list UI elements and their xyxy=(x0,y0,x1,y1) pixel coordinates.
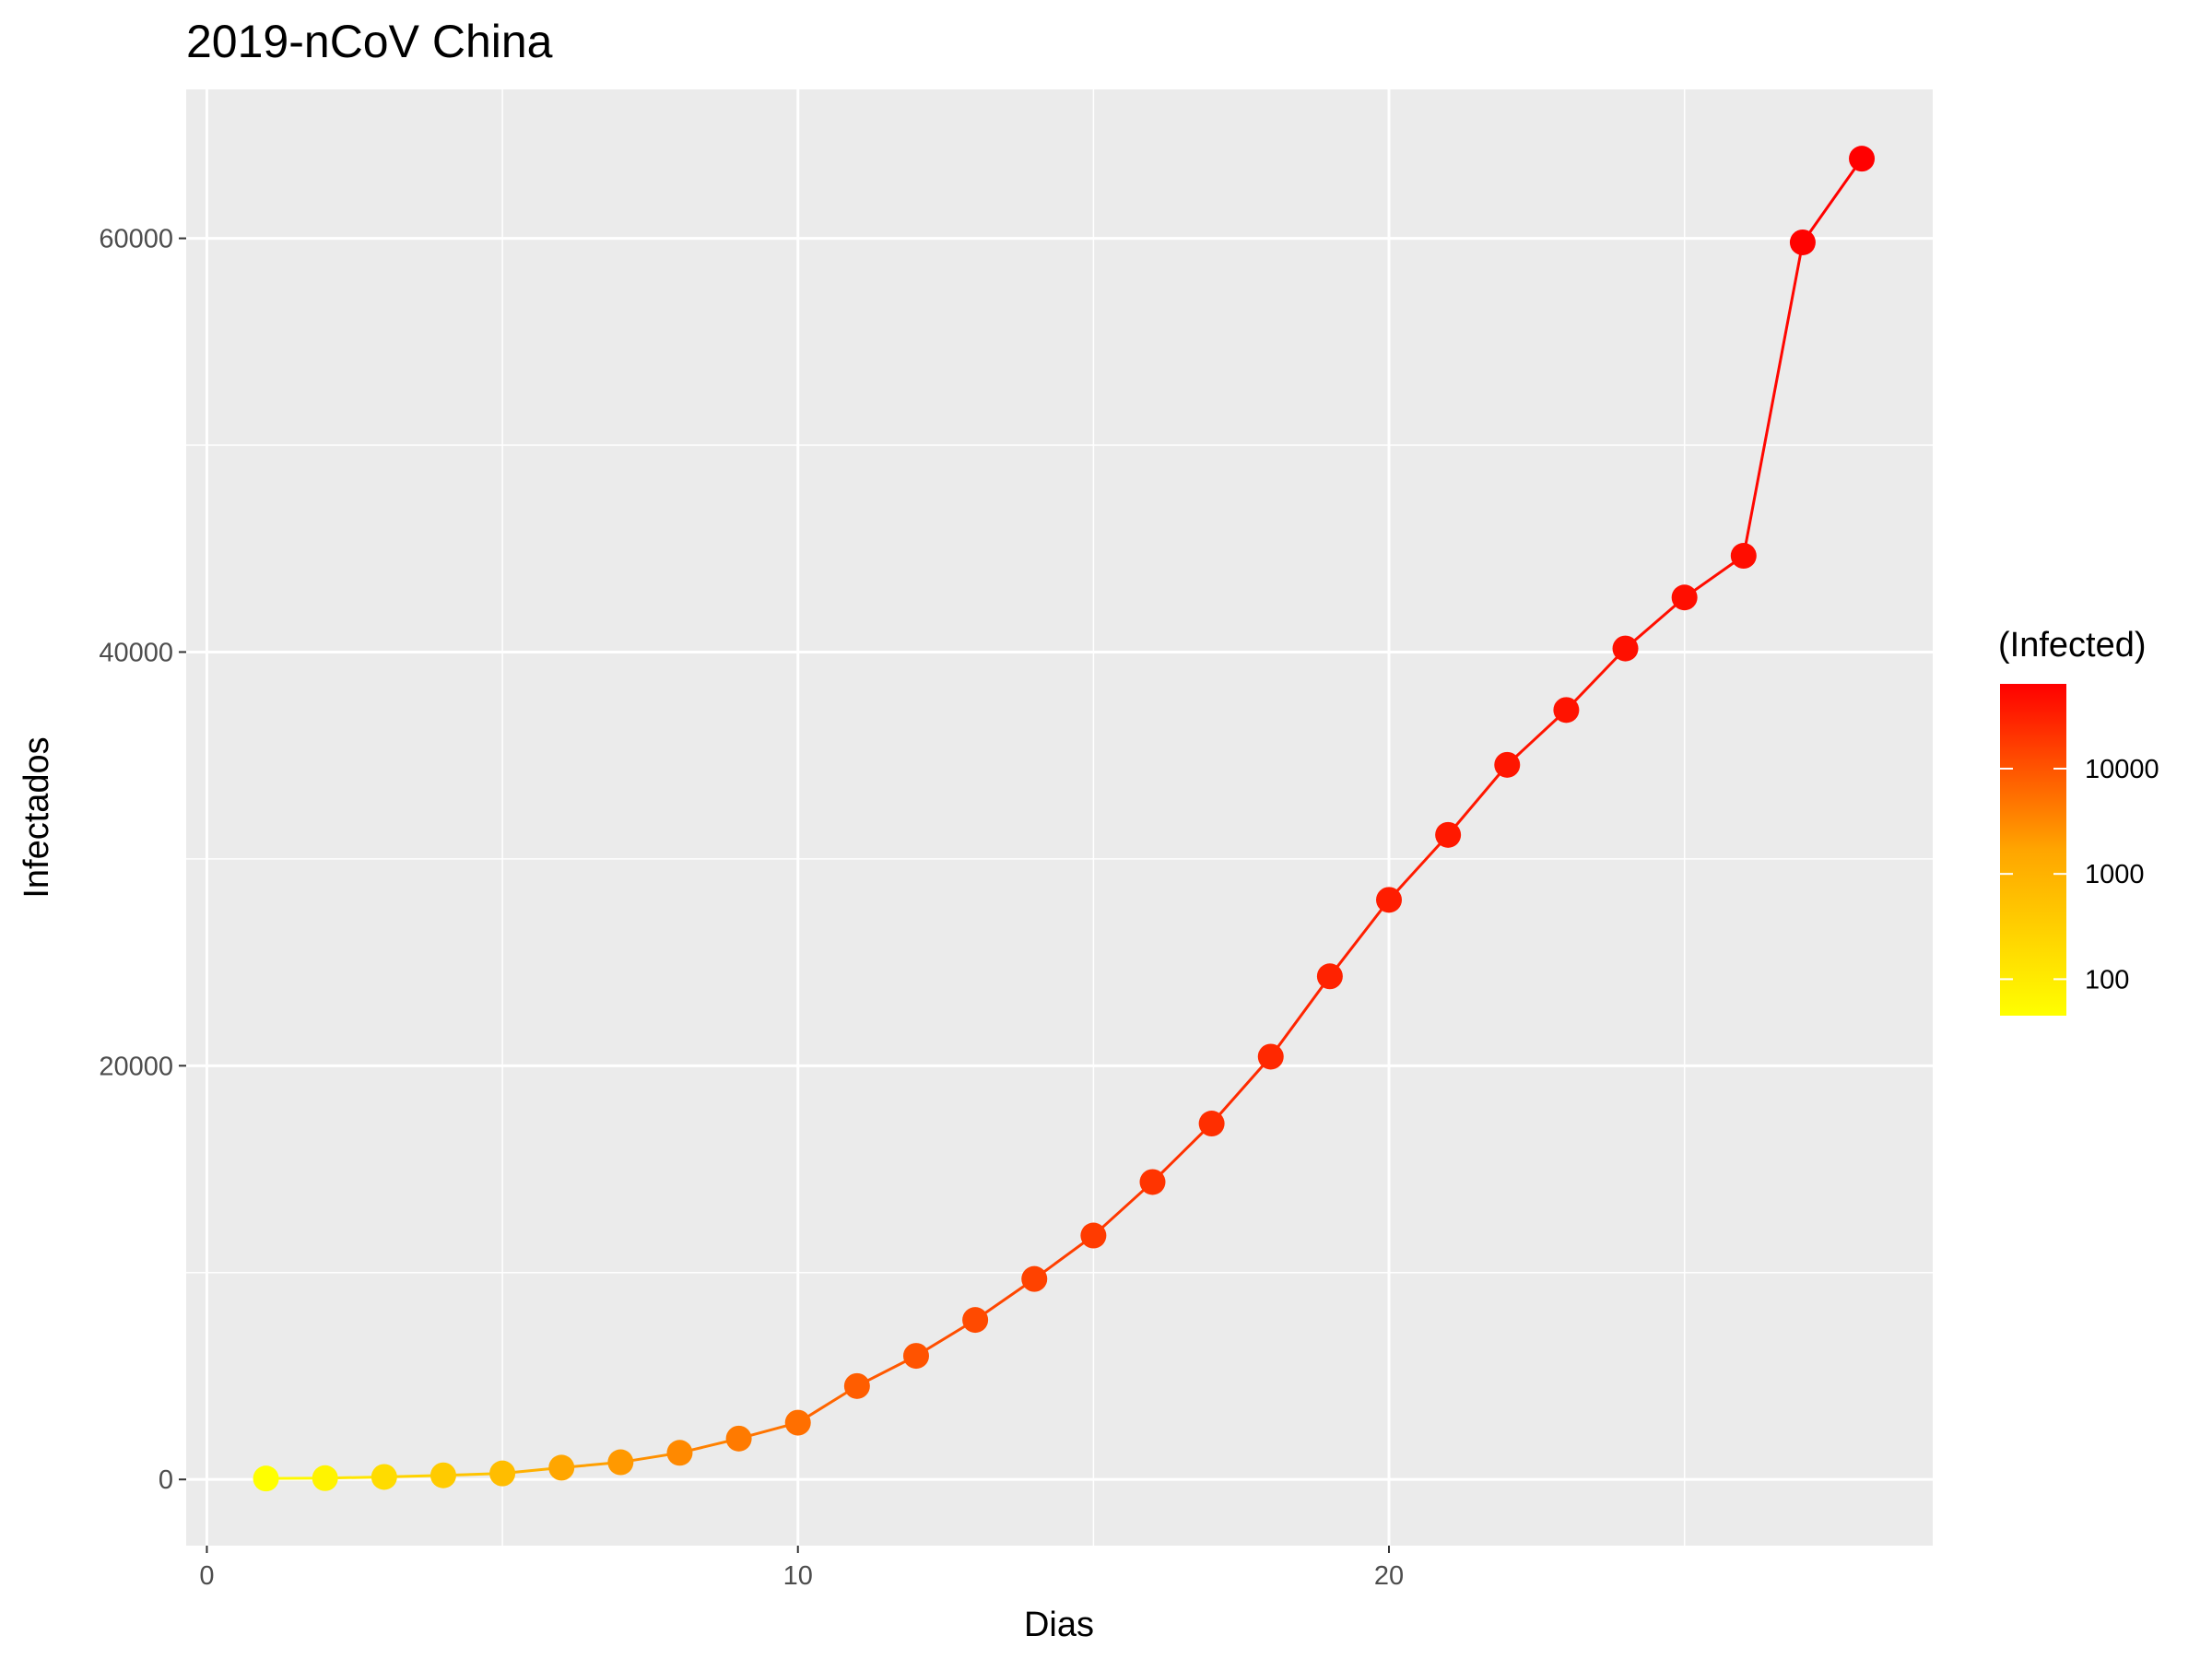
data-point xyxy=(725,1425,752,1452)
data-point xyxy=(1257,1043,1284,1070)
data-point xyxy=(371,1464,397,1490)
chart-title: 2019-nCoV China xyxy=(186,16,553,67)
y-tick-label: 60000 xyxy=(99,225,173,254)
legend-tick-label: 10000 xyxy=(2085,755,2159,784)
line-segment xyxy=(1387,833,1450,901)
color-legend: (Infected) 100 1000 10000 xyxy=(1998,626,2159,1016)
data-point xyxy=(548,1454,575,1481)
data-point xyxy=(1021,1265,1048,1292)
data-point xyxy=(1139,1169,1166,1195)
data-point xyxy=(1671,584,1698,611)
plot-panel xyxy=(186,89,1933,1546)
line-segment xyxy=(1564,647,1628,712)
x-tick-label: 20 xyxy=(1374,1561,1404,1591)
data-point xyxy=(312,1465,338,1491)
line-segment xyxy=(1624,595,1687,651)
y-tick-label: 20000 xyxy=(99,1052,173,1081)
line-segment xyxy=(1151,1122,1214,1183)
line-segment xyxy=(1742,241,1805,558)
data-point xyxy=(429,1462,456,1488)
data-point xyxy=(489,1460,516,1487)
line-segment xyxy=(1328,898,1391,978)
line-segment xyxy=(1091,1180,1155,1238)
y-axis-title: Infectados xyxy=(18,736,56,898)
data-point xyxy=(607,1449,634,1476)
data-point xyxy=(1494,751,1521,778)
data-point xyxy=(1612,635,1639,662)
y-tick-label: 40000 xyxy=(99,638,173,667)
data-point xyxy=(1198,1111,1225,1137)
data-point xyxy=(843,1372,870,1399)
data-point xyxy=(1730,543,1757,570)
data-point xyxy=(1789,229,1816,255)
legend-title: (Infected) xyxy=(1998,626,2147,665)
data-points xyxy=(253,146,1876,1492)
data-point xyxy=(253,1465,279,1492)
legend-tick-label: 100 xyxy=(2085,965,2129,994)
data-point xyxy=(1553,697,1580,724)
data-point xyxy=(1316,963,1343,990)
line-segment xyxy=(1801,157,1864,244)
line-segment xyxy=(1269,974,1332,1058)
legend-colorbar xyxy=(2000,684,2066,1016)
x-tick-label: 0 xyxy=(199,1561,214,1591)
x-tick-label: 10 xyxy=(783,1561,813,1591)
line-segment xyxy=(1210,1054,1273,1125)
data-point xyxy=(1376,887,1403,913)
axes: 0 10 20 0 20000 40000 60000 xyxy=(99,225,1404,1591)
x-axis-title: Dias xyxy=(1024,1606,1094,1644)
line-segment xyxy=(1446,763,1509,837)
data-point xyxy=(666,1440,693,1466)
grid-layer xyxy=(186,89,1933,1546)
legend-tick-label: 1000 xyxy=(2085,860,2145,889)
data-point xyxy=(784,1409,811,1436)
data-point xyxy=(902,1343,929,1370)
data-point xyxy=(1849,146,1876,172)
data-point xyxy=(962,1307,989,1334)
line-segment xyxy=(1505,708,1568,767)
data-point xyxy=(1435,821,1462,848)
data-point xyxy=(1080,1222,1107,1249)
y-tick-label: 0 xyxy=(159,1465,173,1495)
